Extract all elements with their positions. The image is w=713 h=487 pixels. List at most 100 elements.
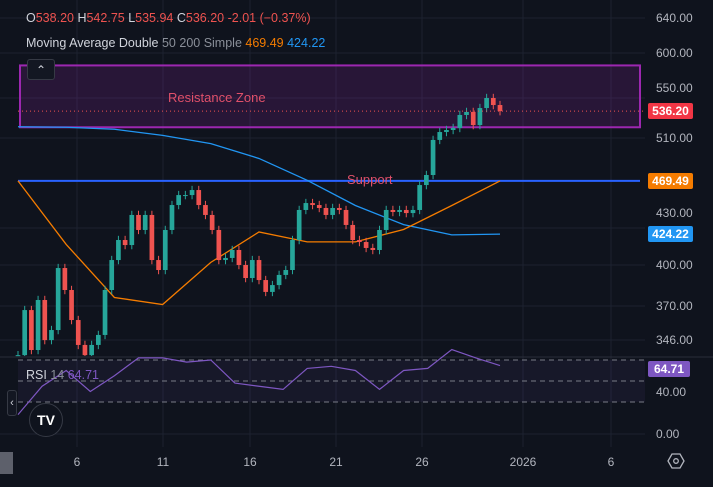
candle-body xyxy=(470,111,476,126)
price-tick: 370.00 xyxy=(656,299,693,313)
price-tick: 600.00 xyxy=(656,46,693,60)
low-key: L xyxy=(128,11,136,25)
candle-body xyxy=(336,207,342,210)
candle-body xyxy=(323,207,329,215)
candle-body xyxy=(209,214,215,230)
tradingview-logo[interactable]: TV xyxy=(29,403,63,437)
ma-slow-value: 424.22 xyxy=(287,36,326,50)
candle-body xyxy=(35,300,41,351)
candle-body xyxy=(42,300,48,341)
price-tick: 400.00 xyxy=(656,258,693,272)
candle-body xyxy=(377,229,382,250)
price-tick: 430.00 xyxy=(656,206,693,220)
candle-body xyxy=(29,310,34,351)
settings-hexagon-icon[interactable] xyxy=(667,452,685,470)
collapse-legend-button[interactable]: ⌃ xyxy=(27,59,55,80)
candle-body xyxy=(477,108,483,126)
candle-body xyxy=(457,114,463,128)
sidebar-handle[interactable] xyxy=(0,452,13,474)
resistance-zone xyxy=(19,64,641,129)
ma-slow-line xyxy=(17,126,501,236)
price-scale-area xyxy=(645,0,713,487)
open-value: 538.20 xyxy=(35,11,74,25)
time-tick: 26 xyxy=(415,455,429,469)
candle-body xyxy=(437,132,443,140)
candle-body xyxy=(450,127,456,130)
rsi-tick: 0.00 xyxy=(656,427,680,441)
candle-body xyxy=(129,214,135,246)
ma-legend[interactable]: Moving Average Double 50 200 Simple 469.… xyxy=(26,36,325,50)
time-tick: 6 xyxy=(73,455,81,469)
candle-body xyxy=(116,240,121,261)
candle-body xyxy=(223,257,228,261)
rsi-tag: 64.71 xyxy=(648,361,690,377)
change-value: -2.01 (−0.37%) xyxy=(227,11,311,25)
candle-body xyxy=(350,224,356,241)
candle-body xyxy=(263,280,269,292)
ohlc-legend: O538.20 H542.75 L535.94 C536.20 -2.01 (−… xyxy=(26,11,311,25)
scroll-left-button[interactable]: ‹ xyxy=(7,390,17,416)
candle-body xyxy=(109,260,115,290)
rsi-value: 64.71 xyxy=(67,368,99,382)
high-key: H xyxy=(77,11,87,25)
candle-body xyxy=(363,242,369,248)
indicator-params: 50 200 Simple xyxy=(161,36,242,50)
candle-body xyxy=(122,240,128,246)
candle-body xyxy=(296,209,302,241)
candle-body xyxy=(430,139,436,175)
price-tick: 346.00 xyxy=(656,333,693,347)
candle-body xyxy=(270,285,275,292)
candle-body xyxy=(316,205,322,208)
candle-body xyxy=(256,260,262,281)
rsi-length: 14 xyxy=(50,368,65,382)
time-tick: 2026 xyxy=(509,455,537,469)
candle-body xyxy=(444,129,449,133)
time-tick: 16 xyxy=(243,455,257,469)
candle-body xyxy=(149,214,155,261)
rsi-legend[interactable]: RSI 14 64.71 xyxy=(26,368,99,382)
rsi-line xyxy=(17,348,501,415)
candle-body xyxy=(176,195,182,206)
candle-body xyxy=(69,289,74,321)
rsi-tick: 40.00 xyxy=(656,385,687,399)
candle-body xyxy=(62,268,68,290)
candle-body xyxy=(49,330,54,341)
candle-body xyxy=(189,190,195,196)
candle-body xyxy=(343,209,349,225)
candle-body xyxy=(183,195,188,197)
candle-body xyxy=(424,174,429,186)
candle-body xyxy=(490,98,496,106)
candle-body xyxy=(95,334,101,345)
candle-body xyxy=(370,247,376,250)
candle-body xyxy=(169,205,175,230)
time-tick: 11 xyxy=(156,455,170,469)
candle-body xyxy=(102,289,108,335)
chevron-up-icon: ⌃ xyxy=(35,63,47,77)
rsi-name: RSI xyxy=(26,368,47,382)
candle-body xyxy=(410,209,416,214)
candle-body xyxy=(236,249,242,265)
candle-body xyxy=(15,355,21,357)
candle-body xyxy=(290,240,295,271)
ma-fast-line xyxy=(17,180,501,306)
candle-body xyxy=(196,190,202,206)
candle-body xyxy=(403,209,409,214)
candle-body xyxy=(55,268,61,331)
ma-fast-tag: 469.49 xyxy=(648,173,693,189)
last-price-tag: 536.20 xyxy=(648,103,693,119)
candle-body xyxy=(383,209,389,230)
candle-body xyxy=(497,105,503,112)
candle-body xyxy=(464,111,469,115)
close-value: 536.20 xyxy=(185,11,225,25)
chevron-left-icon: ‹ xyxy=(10,397,14,409)
close-key: C xyxy=(176,11,186,25)
candle-body xyxy=(357,240,362,243)
candle-body xyxy=(203,205,208,215)
open-key: O xyxy=(26,11,36,25)
high-value: 542.75 xyxy=(86,11,125,25)
candle-body xyxy=(397,209,402,212)
candle-body xyxy=(484,98,489,109)
resistance-zone-label: Resistance Zone xyxy=(168,90,266,105)
candle-body xyxy=(89,344,94,356)
